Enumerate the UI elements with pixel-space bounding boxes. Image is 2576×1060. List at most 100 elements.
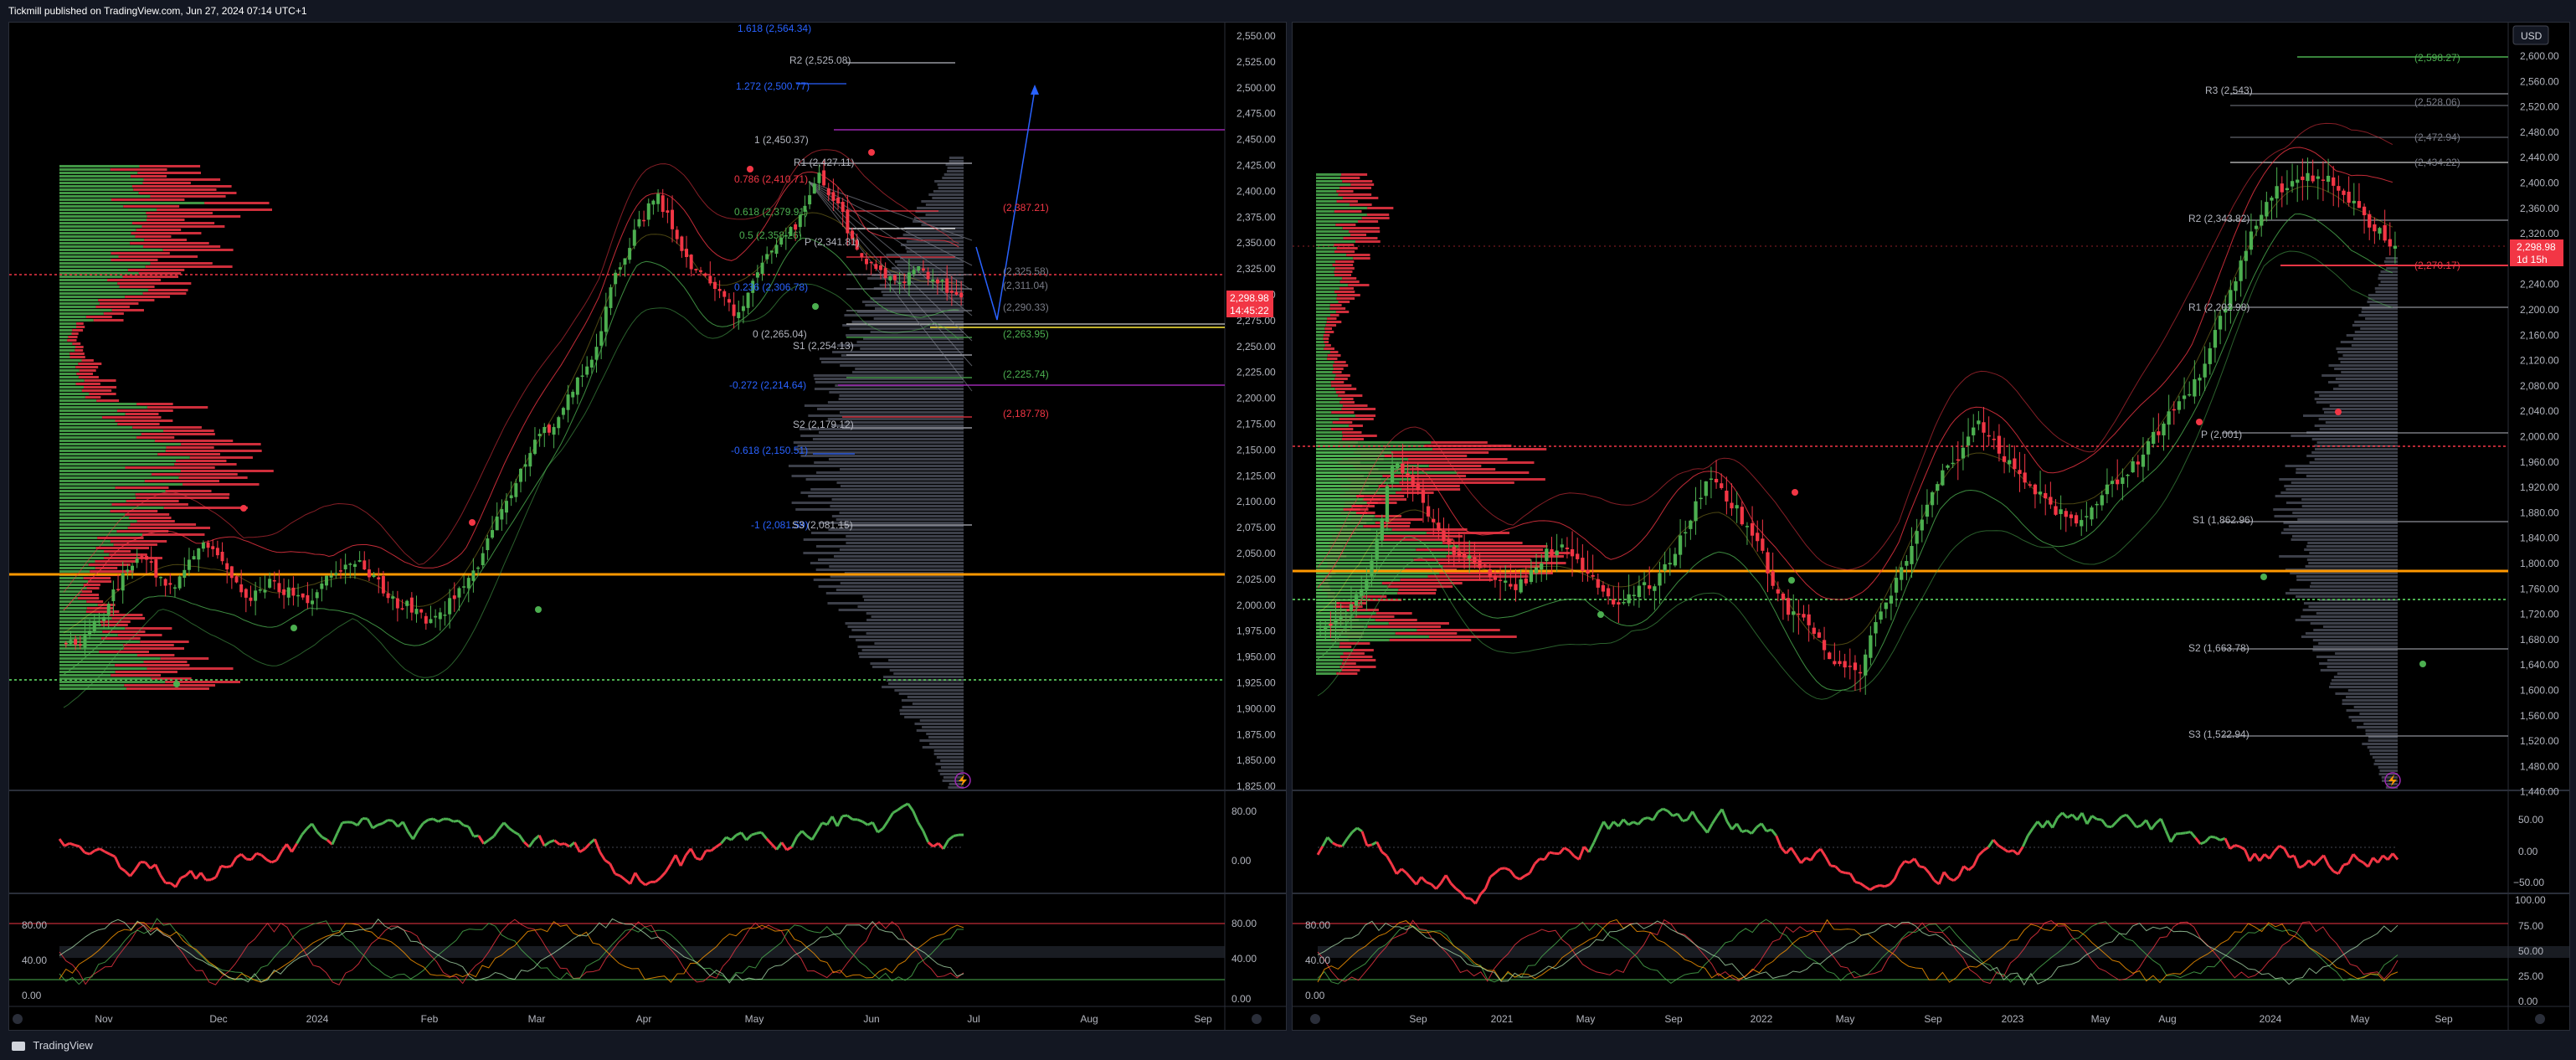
candle-body[interactable] [1992,439,1996,440]
candle-body[interactable] [1699,497,1703,500]
candle-body[interactable] [1997,435,2002,454]
candle-body[interactable] [2239,260,2243,281]
candle-body[interactable] [2296,179,2300,183]
candle-body[interactable] [1452,546,1456,555]
candle-body[interactable] [1689,520,1693,529]
candle-body[interactable] [1684,532,1688,534]
candle-body[interactable] [2193,378,2197,397]
candle-body[interactable] [2152,431,2156,445]
candle-body[interactable] [2172,409,2176,411]
candle-body[interactable] [282,589,286,595]
candle-body[interactable] [2136,461,2140,465]
candle-body[interactable] [646,203,650,220]
candle-body[interactable] [945,278,949,293]
candle-body[interactable] [1504,580,1508,583]
candle-body[interactable] [703,273,707,276]
candlesticks[interactable] [1318,157,2398,695]
candle-body[interactable] [1432,518,1436,522]
candle-body[interactable] [1596,579,1600,588]
candle-body[interactable] [1421,490,1426,503]
candle-body[interactable] [661,195,665,213]
candle-body[interactable] [926,271,930,280]
candle-body[interactable] [172,587,177,589]
candle-body[interactable] [2141,454,2146,467]
candle-body[interactable] [215,548,219,556]
candle-body[interactable] [372,574,376,578]
candle-body[interactable] [2028,484,2032,486]
candle-body[interactable] [1874,621,1878,634]
candle-body[interactable] [2074,515,2079,524]
candle-body[interactable] [879,265,882,270]
candle-body[interactable] [2100,495,2104,506]
candle-body[interactable] [917,266,921,271]
candle-body[interactable] [1879,611,1883,620]
candle-body[interactable] [1858,672,1863,674]
candle-body[interactable] [2290,181,2295,187]
candle-body[interactable] [1910,546,1914,564]
candle-body[interactable] [765,254,769,260]
candle-body[interactable] [2270,197,2274,201]
candle-body[interactable] [2198,378,2202,381]
candle-body[interactable] [381,576,385,594]
candle-body[interactable] [1817,632,1822,638]
candle-body[interactable] [1550,548,1554,556]
candle-body[interactable] [1889,595,1894,604]
candle-body[interactable] [680,236,684,251]
candle-body[interactable] [1529,569,1534,583]
candle-body[interactable] [1637,585,1642,598]
candle-body[interactable] [145,556,148,560]
candle-body[interactable] [685,249,688,258]
candle-body[interactable] [2177,401,2182,410]
candle-body[interactable] [329,575,333,578]
candle-body[interactable] [2116,479,2120,485]
candle-body[interactable] [907,272,911,286]
candle-body[interactable] [2069,514,2074,518]
candle-body[interactable] [722,291,727,297]
candle-body[interactable] [523,464,527,467]
candle-body[interactable] [575,377,579,395]
candle-body[interactable] [2321,179,2326,181]
candle-body[interactable] [424,615,428,624]
candle-body[interactable] [614,272,618,285]
candle-body[interactable] [438,612,442,620]
candle-body[interactable] [2121,477,2125,484]
candle-body[interactable] [637,219,641,227]
candle-body[interactable] [1519,579,1523,593]
candle-body[interactable] [391,596,395,599]
candle-body[interactable] [1514,584,1518,590]
candle-body[interactable] [443,615,447,616]
candle-body[interactable] [561,408,565,415]
candle-body[interactable] [1401,463,1405,474]
candle-body[interactable] [211,546,215,549]
candle-body[interactable] [1972,427,1976,435]
candle-body[interactable] [2383,224,2387,241]
lightning-icon[interactable] [2384,772,2401,789]
candle-body[interactable] [1961,447,1966,459]
candle-body[interactable] [1951,462,1955,465]
candle-body[interactable] [1396,463,1400,469]
currency-button[interactable] [2512,25,2549,45]
candle-body[interactable] [2373,224,2377,232]
candle-body[interactable] [1709,478,1714,481]
candle-body[interactable] [386,593,390,599]
candle-body[interactable] [229,566,234,579]
candle-body[interactable] [1478,559,1482,569]
candle-body[interactable] [954,291,959,295]
candle-body[interactable] [1745,526,1750,527]
candle-body[interactable] [1792,611,1796,615]
candle-body[interactable] [599,331,604,346]
candle-body[interactable] [2337,186,2341,191]
candle-body[interactable] [1982,422,1986,433]
candle-body[interactable] [1678,535,1683,555]
candle-body[interactable] [760,262,764,275]
candle-body[interactable] [116,589,121,591]
candle-body[interactable] [69,640,73,644]
candle-body[interactable] [97,620,101,623]
candle-body[interactable] [708,275,712,284]
candle-body[interactable] [1658,573,1662,586]
candle-body[interactable] [2306,172,2310,182]
candle-body[interactable] [2008,460,2012,465]
candle-body[interactable] [855,239,859,250]
candle-body[interactable] [2378,228,2382,234]
candle-body[interactable] [102,617,106,621]
